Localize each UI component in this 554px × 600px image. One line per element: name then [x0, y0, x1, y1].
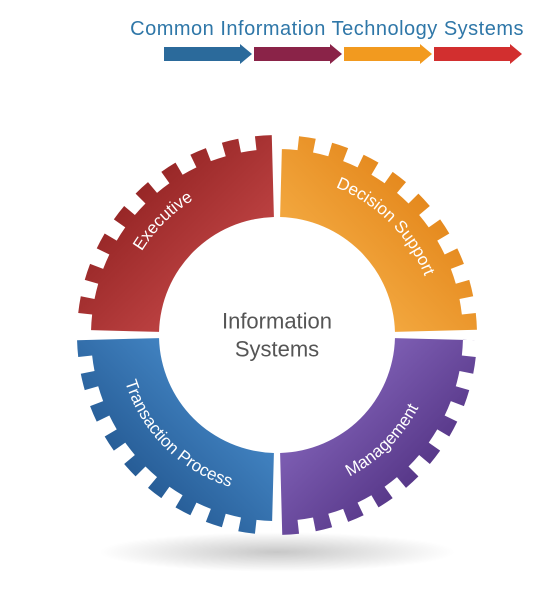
header: Common Information Technology Systems — [130, 18, 524, 61]
center-label: Information Systems — [222, 308, 332, 363]
gear-segment — [280, 135, 477, 332]
page-title: Common Information Technology Systems — [130, 18, 524, 41]
arrow-segment — [254, 47, 332, 61]
arrow-segment — [164, 47, 242, 61]
arrow-segment — [344, 47, 422, 61]
arrow-legend — [130, 47, 524, 61]
gear-segment — [77, 135, 274, 332]
gear-segment — [77, 338, 274, 535]
gear-chart: Decision SupportManagementTransaction Pr… — [57, 115, 497, 555]
arrow-segment — [434, 47, 512, 61]
gear-segment — [280, 338, 477, 535]
center-label-line1: Information — [222, 309, 332, 334]
center-label-line2: Systems — [235, 336, 319, 361]
